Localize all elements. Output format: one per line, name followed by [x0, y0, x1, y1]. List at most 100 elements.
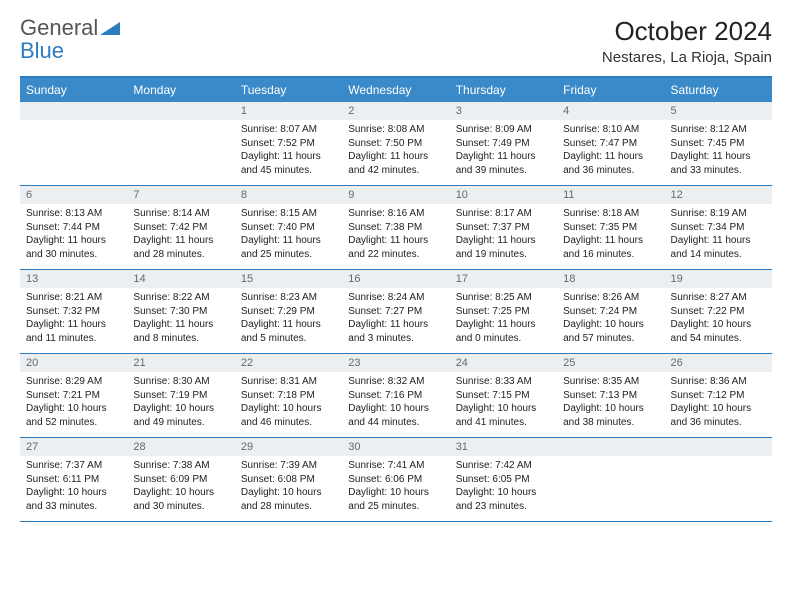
sunrise-line: Sunrise: 7:37 AM	[26, 459, 121, 473]
calendar-row: 13Sunrise: 8:21 AMSunset: 7:32 PMDayligh…	[20, 270, 772, 354]
sunrise-line: Sunrise: 7:39 AM	[241, 459, 336, 473]
day-header: Friday	[557, 77, 664, 102]
day-number: 15	[235, 270, 342, 288]
sunrise-line: Sunrise: 8:19 AM	[671, 207, 766, 221]
day-number: 1	[235, 102, 342, 120]
sunrise-line: Sunrise: 8:29 AM	[26, 375, 121, 389]
day-number	[557, 438, 664, 456]
daylight-line: Daylight: 11 hours and 36 minutes.	[563, 150, 658, 177]
calendar-cell: 9Sunrise: 8:16 AMSunset: 7:38 PMDaylight…	[342, 186, 449, 270]
day-number: 22	[235, 354, 342, 372]
logo-text-1: General	[20, 15, 98, 40]
sunrise-line: Sunrise: 8:14 AM	[133, 207, 228, 221]
day-number: 6	[20, 186, 127, 204]
sunrise-line: Sunrise: 7:38 AM	[133, 459, 228, 473]
sunrise-line: Sunrise: 8:30 AM	[133, 375, 228, 389]
sunset-line: Sunset: 7:27 PM	[348, 305, 443, 319]
daylight-line: Daylight: 11 hours and 22 minutes.	[348, 234, 443, 261]
calendar-row: 20Sunrise: 8:29 AMSunset: 7:21 PMDayligh…	[20, 354, 772, 438]
day-number: 26	[665, 354, 772, 372]
sunset-line: Sunset: 7:16 PM	[348, 389, 443, 403]
sunrise-line: Sunrise: 8:21 AM	[26, 291, 121, 305]
daylight-line: Daylight: 10 hours and 28 minutes.	[241, 486, 336, 513]
day-body: Sunrise: 8:24 AMSunset: 7:27 PMDaylight:…	[342, 288, 449, 353]
sunset-line: Sunset: 6:11 PM	[26, 473, 121, 487]
day-number: 8	[235, 186, 342, 204]
day-body: Sunrise: 8:13 AMSunset: 7:44 PMDaylight:…	[20, 204, 127, 269]
calendar-cell: 22Sunrise: 8:31 AMSunset: 7:18 PMDayligh…	[235, 354, 342, 438]
sunset-line: Sunset: 7:15 PM	[456, 389, 551, 403]
daylight-line: Daylight: 10 hours and 41 minutes.	[456, 402, 551, 429]
sunset-line: Sunset: 7:13 PM	[563, 389, 658, 403]
daylight-line: Daylight: 11 hours and 39 minutes.	[456, 150, 551, 177]
sunrise-line: Sunrise: 8:27 AM	[671, 291, 766, 305]
daylight-line: Daylight: 11 hours and 14 minutes.	[671, 234, 766, 261]
day-body: Sunrise: 8:26 AMSunset: 7:24 PMDaylight:…	[557, 288, 664, 353]
calendar-cell: 28Sunrise: 7:38 AMSunset: 6:09 PMDayligh…	[127, 438, 234, 522]
sunset-line: Sunset: 7:34 PM	[671, 221, 766, 235]
sunset-line: Sunset: 7:35 PM	[563, 221, 658, 235]
day-number: 4	[557, 102, 664, 120]
day-body: Sunrise: 8:14 AMSunset: 7:42 PMDaylight:…	[127, 204, 234, 269]
calendar-cell: 3Sunrise: 8:09 AMSunset: 7:49 PMDaylight…	[450, 102, 557, 186]
day-body: Sunrise: 7:42 AMSunset: 6:05 PMDaylight:…	[450, 456, 557, 521]
calendar-cell: 21Sunrise: 8:30 AMSunset: 7:19 PMDayligh…	[127, 354, 234, 438]
daylight-line: Daylight: 10 hours and 49 minutes.	[133, 402, 228, 429]
sunrise-line: Sunrise: 8:08 AM	[348, 123, 443, 137]
sunset-line: Sunset: 7:45 PM	[671, 137, 766, 151]
daylight-line: Daylight: 11 hours and 3 minutes.	[348, 318, 443, 345]
day-body: Sunrise: 8:12 AMSunset: 7:45 PMDaylight:…	[665, 120, 772, 185]
day-body: Sunrise: 8:35 AMSunset: 7:13 PMDaylight:…	[557, 372, 664, 437]
daylight-line: Daylight: 11 hours and 45 minutes.	[241, 150, 336, 177]
daylight-line: Daylight: 10 hours and 46 minutes.	[241, 402, 336, 429]
day-body: Sunrise: 8:08 AMSunset: 7:50 PMDaylight:…	[342, 120, 449, 185]
daylight-line: Daylight: 11 hours and 8 minutes.	[133, 318, 228, 345]
day-number: 9	[342, 186, 449, 204]
sunset-line: Sunset: 7:24 PM	[563, 305, 658, 319]
day-number: 17	[450, 270, 557, 288]
day-header-row: SundayMondayTuesdayWednesdayThursdayFrid…	[20, 77, 772, 102]
calendar-cell: 14Sunrise: 8:22 AMSunset: 7:30 PMDayligh…	[127, 270, 234, 354]
day-number: 20	[20, 354, 127, 372]
day-header: Sunday	[20, 77, 127, 102]
calendar-row: 6Sunrise: 8:13 AMSunset: 7:44 PMDaylight…	[20, 186, 772, 270]
daylight-line: Daylight: 10 hours and 54 minutes.	[671, 318, 766, 345]
calendar-cell-empty	[557, 438, 664, 522]
calendar-cell: 16Sunrise: 8:24 AMSunset: 7:27 PMDayligh…	[342, 270, 449, 354]
calendar-cell: 12 Sunrise: 8:19 AMSunset: 7:34 PMDayligh…	[665, 186, 772, 270]
day-number: 19	[665, 270, 772, 288]
sunrise-line: Sunrise: 8:26 AM	[563, 291, 658, 305]
calendar-cell: 25Sunrise: 8:35 AMSunset: 7:13 PMDayligh…	[557, 354, 664, 438]
calendar-cell: 30Sunrise: 7:41 AMSunset: 6:06 PMDayligh…	[342, 438, 449, 522]
sunrise-line: Sunrise: 8:23 AM	[241, 291, 336, 305]
day-body: Sunrise: 7:39 AMSunset: 6:08 PMDaylight:…	[235, 456, 342, 521]
daylight-line: Daylight: 10 hours and 52 minutes.	[26, 402, 121, 429]
day-body	[665, 456, 772, 516]
daylight-line: Daylight: 11 hours and 30 minutes.	[26, 234, 121, 261]
day-body: Sunrise: 8:31 AMSunset: 7:18 PMDaylight:…	[235, 372, 342, 437]
sunrise-line: Sunrise: 8:13 AM	[26, 207, 121, 221]
sunset-line: Sunset: 7:40 PM	[241, 221, 336, 235]
day-body	[20, 120, 127, 180]
daylight-line: Daylight: 11 hours and 11 minutes.	[26, 318, 121, 345]
day-number: 24	[450, 354, 557, 372]
day-header: Tuesday	[235, 77, 342, 102]
day-number: 2	[342, 102, 449, 120]
sunset-line: Sunset: 7:19 PM	[133, 389, 228, 403]
calendar-body: 1Sunrise: 8:07 AMSunset: 7:52 PMDaylight…	[20, 102, 772, 522]
sunset-line: Sunset: 7:52 PM	[241, 137, 336, 151]
day-number: 12	[665, 186, 772, 204]
sunset-line: Sunset: 7:44 PM	[26, 221, 121, 235]
calendar-cell: 31Sunrise: 7:42 AMSunset: 6:05 PMDayligh…	[450, 438, 557, 522]
location: Nestares, La Rioja, Spain	[602, 49, 772, 66]
day-number: 18	[557, 270, 664, 288]
calendar-cell: 1 Sunrise: 8:07 AMSunset: 7:52 PMDaylight…	[235, 102, 342, 186]
day-body: Sunrise: 8:22 AMSunset: 7:30 PMDaylight:…	[127, 288, 234, 353]
sunset-line: Sunset: 6:05 PM	[456, 473, 551, 487]
daylight-line: Daylight: 11 hours and 25 minutes.	[241, 234, 336, 261]
sunrise-line: Sunrise: 8:07 AM	[241, 123, 336, 137]
calendar-cell: 23Sunrise: 8:32 AMSunset: 7:16 PMDayligh…	[342, 354, 449, 438]
day-body	[127, 120, 234, 180]
day-number	[665, 438, 772, 456]
sunset-line: Sunset: 7:32 PM	[26, 305, 121, 319]
